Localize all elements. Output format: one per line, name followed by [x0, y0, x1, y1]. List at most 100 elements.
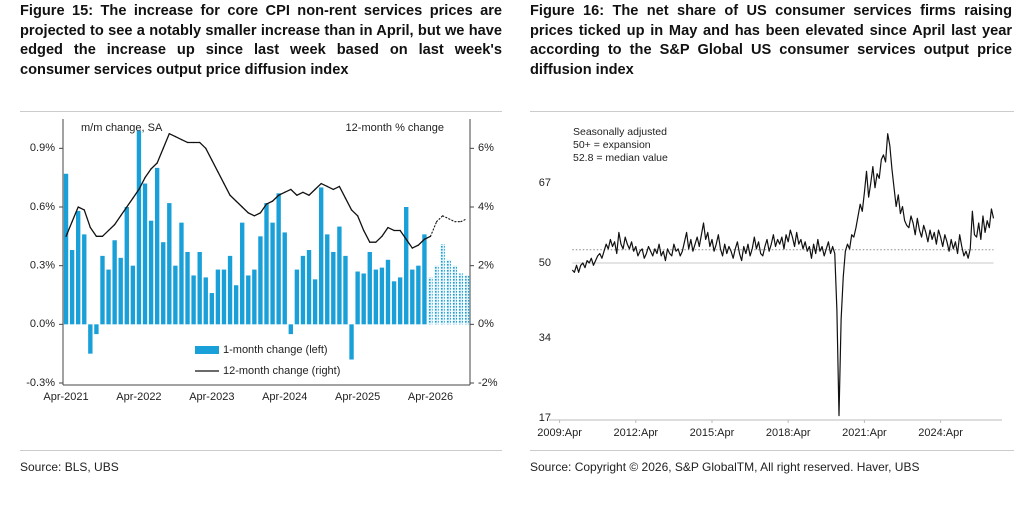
bar	[203, 277, 208, 325]
bar	[82, 234, 87, 325]
line-segment	[180, 138, 189, 144]
line-segment	[284, 188, 292, 193]
bar	[294, 269, 300, 325]
bar	[118, 257, 123, 325]
line-segment	[71, 206, 79, 223]
y2-tick-label: 6%	[478, 142, 494, 154]
line-segment	[423, 235, 432, 240]
line-segment	[211, 159, 219, 173]
bar	[179, 222, 184, 325]
source-note: Source: Copyright © 2026, S&P GlobalTM, …	[530, 460, 920, 474]
bar	[106, 269, 111, 325]
y-tick-label: 34	[539, 332, 551, 344]
line-segment	[381, 226, 389, 237]
line-segment	[411, 244, 420, 249]
bar	[240, 222, 245, 325]
y-tick-label: 17	[539, 412, 551, 424]
line-segment	[344, 197, 353, 211]
bar	[428, 277, 433, 325]
y-tick-label: 67	[539, 177, 551, 189]
bar	[288, 324, 293, 335]
line-segment	[65, 221, 73, 237]
y-tick-label: 0.9%	[30, 142, 55, 154]
bar	[252, 269, 257, 325]
line-segment	[277, 191, 286, 196]
bar	[142, 183, 148, 325]
bar	[422, 234, 427, 325]
bar	[270, 222, 275, 325]
line-segment	[77, 206, 85, 211]
line-segment	[168, 133, 177, 138]
bar	[69, 250, 75, 325]
bar	[148, 220, 154, 325]
bar	[404, 207, 409, 325]
bar	[209, 293, 215, 325]
chart-title: Figure 16: The net share of US consumer …	[530, 3, 1012, 78]
y2-tick-label: 4%	[478, 201, 494, 213]
bar	[130, 265, 136, 325]
bar	[173, 265, 178, 325]
bar	[434, 265, 439, 325]
bar	[410, 269, 415, 325]
bar	[373, 269, 379, 325]
x-tick-label: Apr-2023	[189, 391, 234, 403]
bar	[161, 242, 166, 325]
line-segment	[320, 182, 328, 188]
line-segment	[101, 229, 110, 237]
line-segment	[223, 182, 231, 196]
x-tick-label: 2024:Apr	[918, 427, 963, 439]
bar	[458, 273, 464, 325]
annotation: 52.8 = median value	[573, 152, 668, 164]
line-segment	[290, 188, 298, 196]
x-tick-label: 2015:Apr	[690, 427, 735, 439]
bar	[227, 255, 233, 325]
y-tick-label: 0.3%	[30, 260, 55, 272]
bar	[385, 259, 391, 325]
line-segment	[448, 218, 456, 223]
y-tick-label: -0.3%	[26, 377, 55, 389]
source-note: Source: BLS, UBS	[20, 460, 119, 474]
bar	[197, 251, 202, 325]
line-segment	[132, 188, 140, 199]
line-segment	[399, 229, 407, 240]
bar	[191, 275, 196, 325]
x-tick-label: 2021:Apr	[842, 427, 887, 439]
line-segment	[387, 226, 395, 232]
legend-label: 12-month change (right)	[223, 365, 340, 377]
x-tick-label: Apr-2025	[335, 391, 380, 403]
bar	[452, 265, 458, 325]
bar	[100, 255, 105, 325]
bar	[397, 277, 403, 325]
divider	[20, 450, 502, 451]
divider	[530, 111, 1014, 112]
bar	[215, 269, 221, 325]
line-segment	[442, 215, 450, 220]
bar	[75, 210, 81, 325]
bar	[318, 187, 324, 325]
line-segment	[162, 133, 170, 149]
line-segment	[436, 215, 444, 223]
chart-title: Figure 15: The increase for core CPI non…	[20, 3, 502, 78]
bar	[343, 255, 348, 325]
divider	[20, 111, 502, 112]
line-segment	[429, 221, 438, 237]
line-segment	[296, 191, 304, 196]
y-tick-label: 50	[539, 257, 551, 269]
line-segment	[302, 191, 310, 196]
line-segment	[107, 223, 116, 232]
line-segment	[265, 200, 274, 205]
line-segment	[417, 238, 426, 246]
y-tick-label: 0.0%	[30, 318, 55, 330]
line-segment	[113, 215, 122, 226]
bar	[416, 265, 421, 325]
x-tick-label: Apr-2021	[43, 391, 88, 403]
line-segment	[150, 162, 158, 170]
y2-tick-label: 2%	[478, 260, 494, 272]
bar	[221, 269, 227, 325]
x-tick-label: Apr-2026	[408, 391, 453, 403]
annotation: 50+ = expansion	[573, 139, 651, 151]
bar	[464, 275, 470, 325]
bar	[361, 273, 366, 325]
line-segment	[241, 206, 249, 214]
bar	[349, 324, 354, 360]
